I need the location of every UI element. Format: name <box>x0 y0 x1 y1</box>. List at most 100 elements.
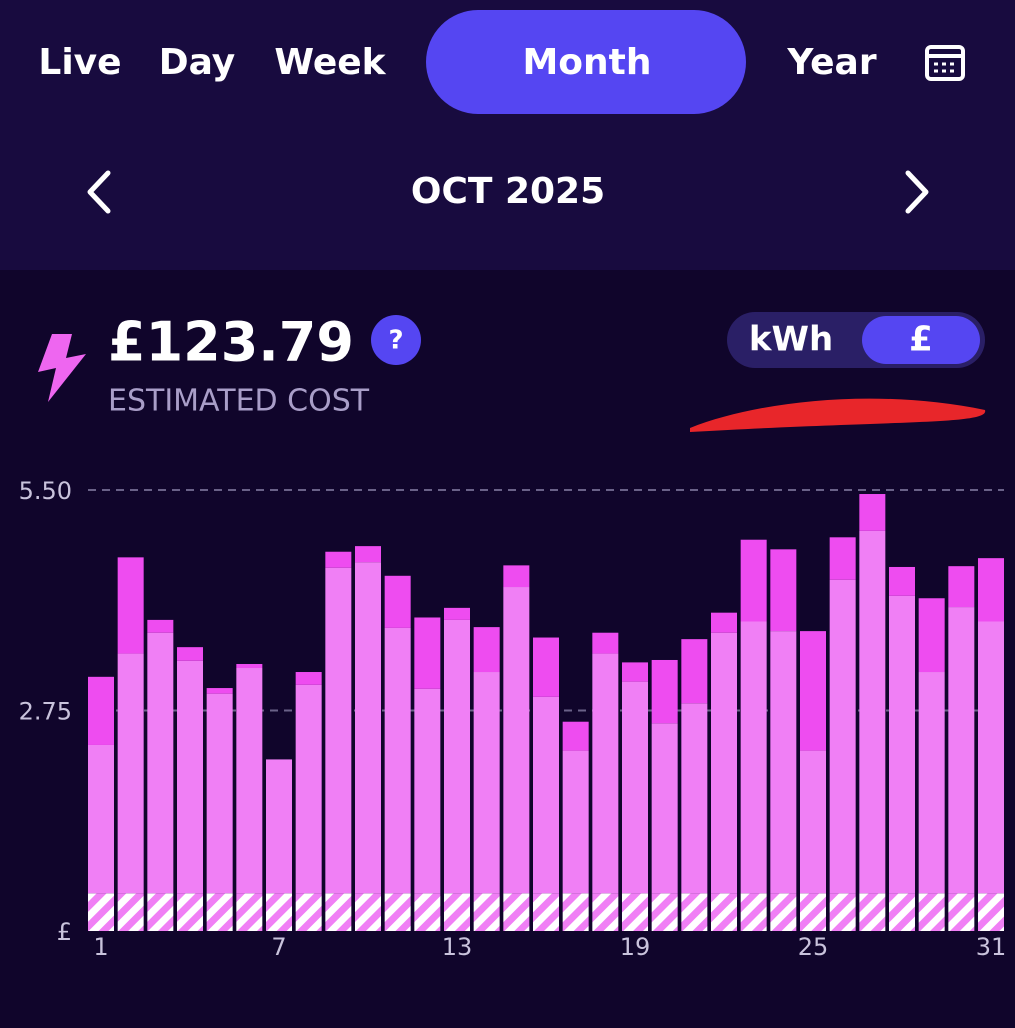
bar-segment <box>88 893 114 931</box>
x-tick-label: 31 <box>976 933 1007 961</box>
bar-segment <box>236 668 263 894</box>
bar-segment <box>266 759 292 894</box>
bar-segment <box>978 893 1004 931</box>
bar-segment <box>533 893 559 931</box>
bar-segment <box>948 893 975 931</box>
toggle-option[interactable]: £ <box>909 320 933 360</box>
chart: £2.75 5.50 1 7 13 19 25 31 <box>19 477 1007 961</box>
bar-segment <box>88 676 114 745</box>
bar-segment <box>444 619 470 894</box>
bar-segment <box>355 893 381 931</box>
bar-segment <box>206 693 233 894</box>
bar-segment <box>622 681 648 894</box>
bar-segment <box>681 639 708 704</box>
x-tick-label: 19 <box>620 933 651 961</box>
bar-segment <box>295 893 322 931</box>
tab[interactable]: Year <box>786 42 876 83</box>
bar-segment <box>384 893 411 931</box>
bar-segment <box>889 893 915 931</box>
bar-segment <box>562 893 589 931</box>
bar-segment <box>800 750 826 894</box>
x-tick-label: 13 <box>442 933 473 961</box>
bar-segment <box>918 598 945 673</box>
bar-segment <box>473 672 500 894</box>
bar-segment <box>355 546 381 563</box>
bar-segment <box>533 696 559 894</box>
bar-segment <box>978 621 1004 894</box>
bar-segment <box>117 893 144 931</box>
bar-segment <box>236 663 263 669</box>
amount: £123.79 <box>108 311 354 374</box>
bar-segment <box>384 627 411 894</box>
bar-segment <box>859 893 886 931</box>
prev-button[interactable] <box>87 170 111 214</box>
bar-segment <box>295 672 322 685</box>
bar-segment <box>740 621 767 894</box>
bar-segment <box>711 632 737 894</box>
bar-segment <box>295 684 322 894</box>
bar-segment <box>177 660 203 894</box>
tab[interactable]: Week <box>274 42 386 83</box>
bar-segment <box>592 653 619 894</box>
help-text[interactable]: ? <box>388 326 403 356</box>
tab-active[interactable]: Month <box>522 42 651 83</box>
bar-segment <box>266 893 292 931</box>
bar-segment <box>206 893 233 931</box>
bar-segment <box>918 672 945 894</box>
bar-segment <box>622 662 648 682</box>
y-tick-label: 5.50 <box>19 477 72 505</box>
bar-segment <box>177 893 203 931</box>
bar-segment <box>948 607 975 894</box>
bar-segment <box>117 557 144 654</box>
bar-segment <box>651 723 678 894</box>
toggle-active[interactable] <box>862 316 980 364</box>
bar-segment <box>473 893 500 931</box>
bar-segment <box>503 893 530 931</box>
bar-segment <box>592 893 619 931</box>
bar-segment <box>829 537 856 580</box>
bar-segment <box>711 893 737 931</box>
calendar-icon[interactable] <box>925 45 965 81</box>
bar-segment <box>444 607 470 620</box>
bar-segment <box>444 893 470 931</box>
bar-segment <box>651 659 678 724</box>
bar-segment <box>889 595 915 894</box>
bar-segment <box>622 893 648 931</box>
bar-segment <box>948 566 975 608</box>
bar-segment <box>889 566 915 596</box>
bar-segment <box>236 893 263 931</box>
bar-segment <box>800 893 826 931</box>
bar-segment <box>503 587 530 894</box>
bar-segment <box>740 893 767 931</box>
bar-segment <box>859 494 886 531</box>
y-tick-label: £ <box>57 918 72 946</box>
bar-segment <box>88 744 114 894</box>
bar-segment <box>325 551 352 568</box>
bar-segment <box>740 539 767 622</box>
toggle-option[interactable]: kWh <box>749 320 833 360</box>
bar-segment <box>414 617 441 689</box>
bar-segment <box>859 530 886 894</box>
bar-segment <box>681 893 708 931</box>
bar-segment <box>918 893 945 931</box>
x-tick-label: 1 <box>93 933 108 961</box>
bar-segment <box>533 637 559 697</box>
x-tick-label: 7 <box>271 933 286 961</box>
next-button[interactable] <box>905 170 929 214</box>
bar-segment <box>770 549 797 632</box>
bar-segment <box>770 631 797 894</box>
bar-segment <box>414 893 441 931</box>
active-tab-bg[interactable] <box>426 10 746 114</box>
help-button[interactable] <box>371 315 421 365</box>
bar-segment <box>562 721 589 751</box>
bar-segment <box>770 893 797 931</box>
redaction <box>690 398 986 432</box>
bolt-icon <box>38 334 86 402</box>
bar-segment <box>147 619 174 633</box>
bar-segment <box>325 567 352 894</box>
bar-segment <box>829 893 856 931</box>
tab[interactable]: Live <box>38 42 121 83</box>
tab[interactable]: Day <box>159 42 236 83</box>
